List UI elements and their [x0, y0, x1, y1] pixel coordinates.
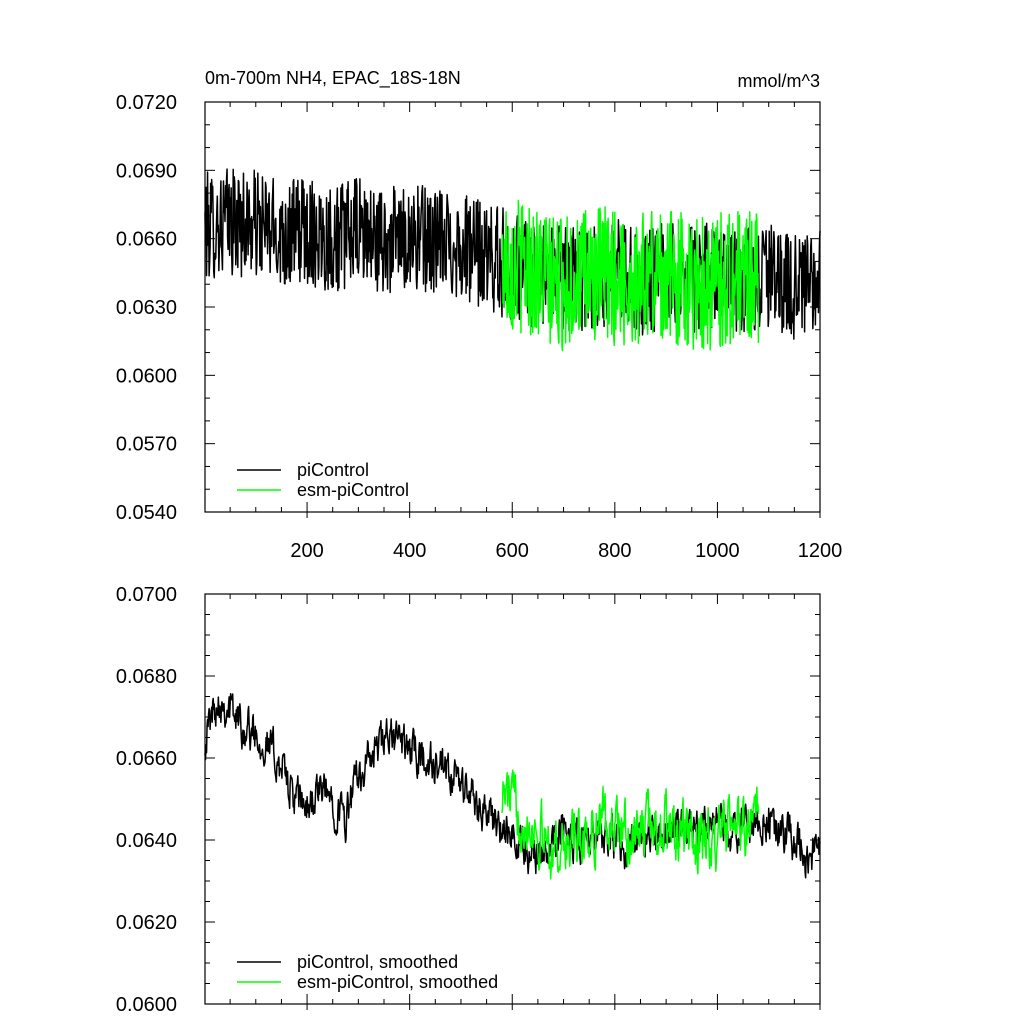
series-line-picontrol-smoothed: [204, 692, 821, 879]
legend-label: piControl: [297, 460, 369, 480]
x-tick-label: 400: [393, 540, 426, 562]
y-tick-label: 0.0660: [116, 229, 177, 251]
y-tick-label: 0.0680: [116, 666, 177, 688]
series-line-esm-picontrol-smoothed: [501, 769, 760, 880]
y-tick-label: 0.0600: [116, 365, 177, 387]
top-series-group: [204, 168, 821, 352]
legend-label: esm-piControl, smoothed: [297, 972, 498, 992]
y-tick-label: 0.0570: [116, 434, 177, 456]
series-line-esm-picontrol: [501, 199, 760, 352]
y-tick-label: 0.0540: [116, 502, 177, 524]
chart-title: 0m-700m NH4, EPAC_18S-18N: [205, 68, 461, 89]
top-ticks: 200 400 600 800 1000 1200 0.0540 0.0570 0.0600 0.…: [116, 92, 842, 562]
x-tick-label: 1000: [695, 540, 740, 562]
y-tick-label: 0.0690: [116, 160, 177, 182]
x-tick-label: 200: [290, 540, 323, 562]
bottom-ticks: 0.0600 0.0620 0.0640 0.0660 0.0680 0.0700: [116, 584, 821, 1016]
legend-label: esm-piControl: [297, 480, 409, 500]
y-tick-label: 0.0600: [116, 994, 177, 1016]
y-tick-label: 0.0620: [116, 912, 177, 934]
bottom-series-group: [204, 692, 821, 880]
y-tick-label: 0.0640: [116, 830, 177, 852]
x-tick-label: 600: [496, 540, 529, 562]
x-tick-label: 1200: [798, 540, 843, 562]
x-tick-label: 800: [598, 540, 631, 562]
y-tick-label: 0.0700: [116, 584, 177, 606]
units-label: mmol/m^3: [738, 71, 820, 91]
y-tick-label: 0.0720: [116, 92, 177, 114]
bottom-panel: 0.0600 0.0620 0.0640 0.0660 0.0680 0.0700 piC…: [116, 584, 821, 1016]
y-tick-label: 0.0660: [116, 748, 177, 770]
legend-label: piControl, smoothed: [297, 952, 458, 972]
y-tick-label: 0.0630: [116, 297, 177, 319]
top-panel: 0m-700m NH4, EPAC_18S-18N mmol/m^3 200 40…: [116, 68, 842, 562]
